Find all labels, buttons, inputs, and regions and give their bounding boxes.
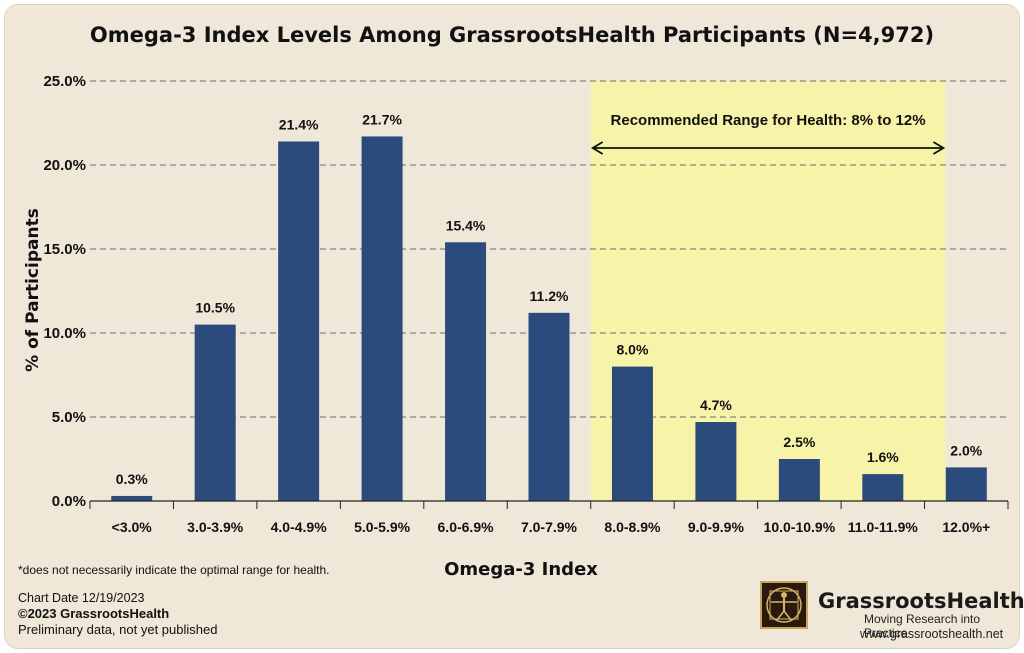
y-tick-label: 15.0%	[43, 241, 86, 258]
logo-name: GrassrootsHealth	[818, 589, 1024, 613]
logo-url: www.grassrootshealth.net	[860, 627, 1004, 641]
bar	[528, 312, 570, 501]
value-label: 15.4%	[446, 217, 486, 233]
bar	[111, 495, 153, 501]
x-tick-label: 12.0%+	[942, 519, 990, 535]
logo-tagline: Moving Research into Practice	[864, 612, 981, 640]
value-label: 21.7%	[362, 111, 402, 127]
bar	[194, 324, 236, 501]
x-tick-label: 3.0-3.9%	[187, 519, 244, 535]
copyright: ©2023 GrassrootsHealth	[18, 606, 170, 621]
value-label: 4.7%	[700, 397, 732, 413]
bar	[361, 136, 403, 501]
value-label: 8.0%	[616, 342, 648, 358]
x-tick-label: 4.0-4.9%	[271, 519, 328, 535]
range-arrow	[590, 141, 946, 155]
bar	[611, 366, 653, 501]
y-tick-label: 25.0%	[43, 73, 86, 90]
bar	[945, 467, 987, 501]
value-label: 2.0%	[950, 442, 982, 458]
x-tick-label: 6.0-6.9%	[438, 519, 495, 535]
value-labels: 0.3% 10.5% 21.4% 21.7% 15.4% 11.2% 8.0% 4.7% 2.5…	[116, 111, 983, 487]
chart-date: Chart Date 12/19/2023	[18, 591, 145, 605]
logo-icon	[760, 581, 808, 629]
bar	[278, 141, 320, 502]
arrow-head-right	[932, 141, 946, 155]
bar	[695, 422, 737, 501]
x-tick-label: 11.0-11.9%	[848, 519, 919, 535]
chart-title: Omega-3 Index Levels Among GrassrootsHea…	[90, 23, 934, 47]
gridlines	[90, 80, 1008, 418]
bar	[445, 242, 487, 501]
preliminary-note: Preliminary data, not yet published	[18, 622, 218, 637]
y-tick-label: 10.0%	[43, 325, 86, 342]
bar	[778, 459, 820, 501]
x-tick-label: <3.0%	[112, 519, 153, 535]
value-label: 0.3%	[116, 471, 148, 487]
y-axis-ticks: 0.0% 5.0% 10.0% 15.0% 20.0% 25.0%	[43, 73, 86, 510]
y-axis-label: % of Participants	[23, 208, 43, 372]
bar	[862, 474, 904, 501]
footnote: *does not necessarily indicate the optim…	[18, 563, 330, 577]
bars	[111, 136, 987, 502]
y-tick-label: 20.0%	[43, 157, 86, 174]
range-label: Recommended Range for Health: 8% to 12%	[611, 112, 926, 129]
x-tick-label: 5.0-5.9%	[354, 519, 411, 535]
value-label: 10.5%	[195, 300, 235, 316]
value-label: 2.5%	[783, 434, 815, 450]
x-tick-label: 10.0-10.9%	[764, 519, 836, 535]
x-tick-label: 7.0-7.9%	[521, 519, 578, 535]
y-tick-label: 5.0%	[52, 409, 86, 426]
value-label: 11.2%	[530, 288, 569, 304]
x-axis-ticks: <3.0% 3.0-3.9% 4.0-4.9% 5.0-5.9% 6.0-6.9% 7.0…	[89, 501, 1009, 535]
x-axis-label: Omega-3 Index	[444, 559, 598, 580]
arrow-head-left	[590, 141, 604, 155]
x-tick-label: 8.0-8.9%	[604, 519, 661, 535]
y-tick-label: 0.0%	[52, 493, 86, 510]
value-label: 1.6%	[867, 449, 899, 465]
value-label: 21.4%	[279, 116, 319, 132]
x-tick-label: 9.0-9.9%	[688, 519, 745, 535]
